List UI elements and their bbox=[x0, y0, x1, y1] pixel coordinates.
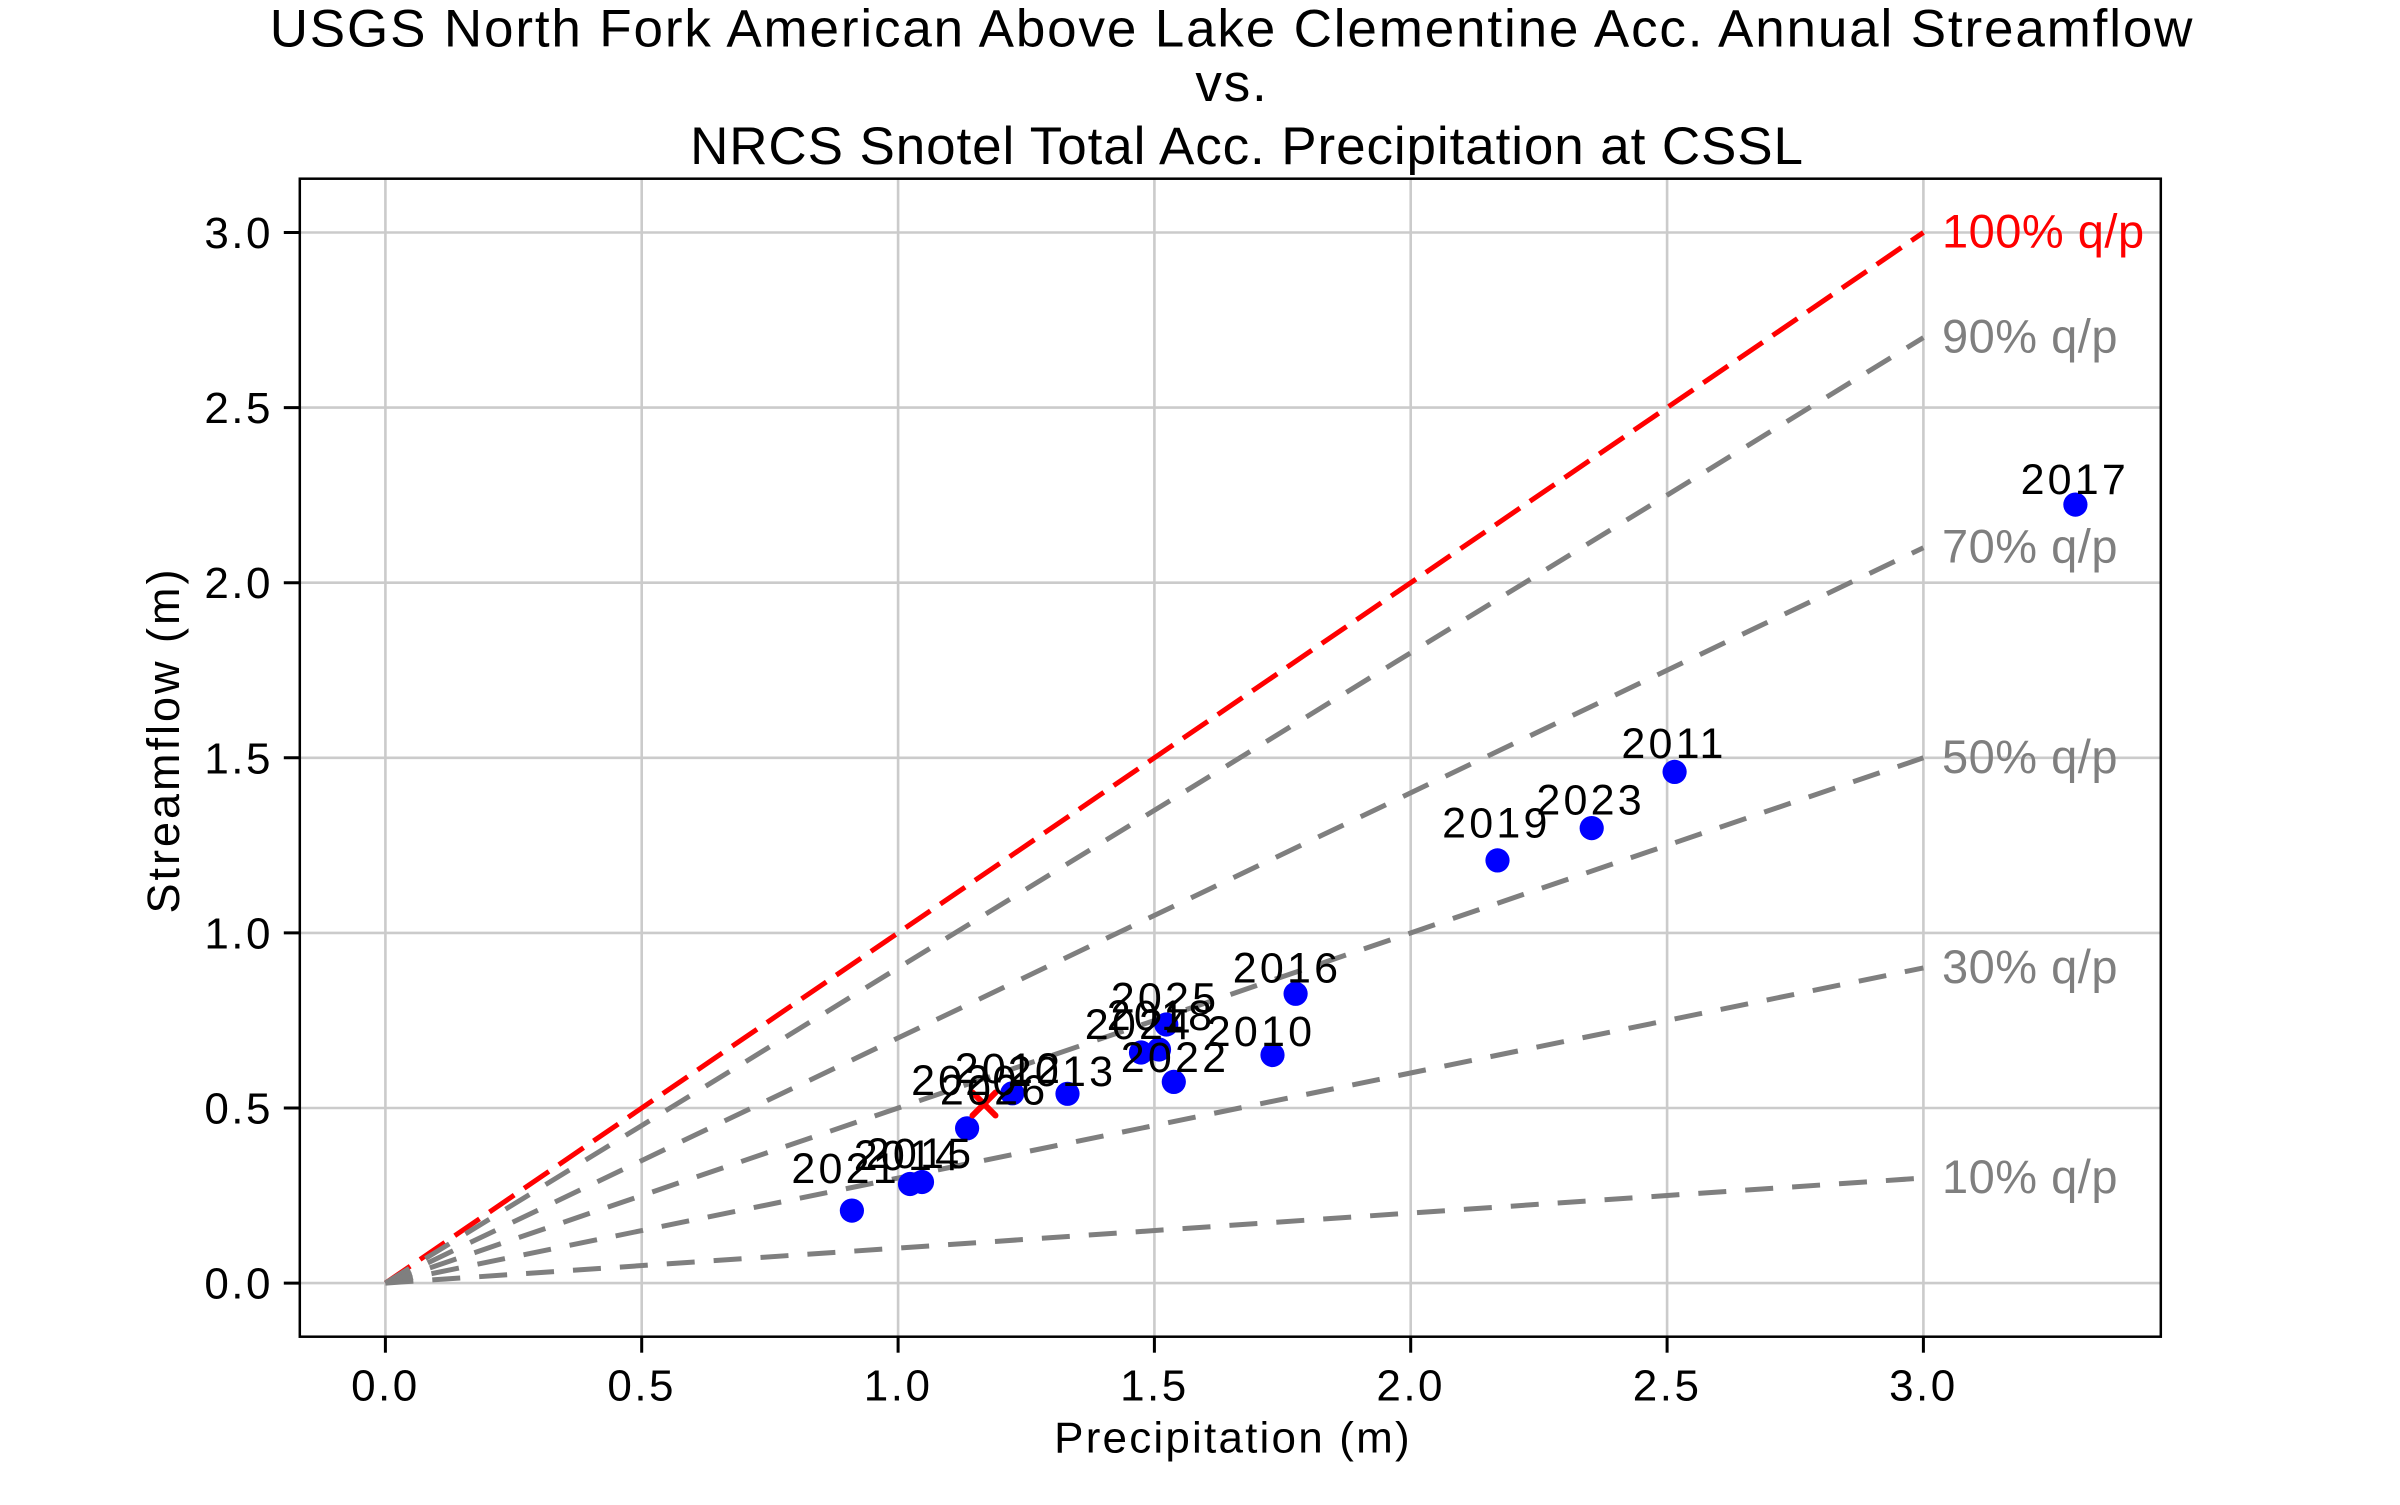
svg-text:100% q/p: 100% q/p bbox=[1942, 205, 2145, 258]
svg-text:0.5: 0.5 bbox=[204, 1085, 273, 1134]
svg-text:2014: 2014 bbox=[854, 1132, 962, 1180]
svg-text:2016: 2016 bbox=[1233, 945, 1341, 993]
svg-text:2010: 2010 bbox=[1207, 1008, 1315, 1056]
svg-text:2013: 2013 bbox=[1008, 1048, 1116, 1096]
svg-text:vs.: vs. bbox=[1195, 54, 1268, 113]
svg-text:2025: 2025 bbox=[1111, 975, 1219, 1023]
svg-text:10% q/p: 10% q/p bbox=[1942, 1150, 2118, 1203]
svg-text:2022: 2022 bbox=[1121, 1034, 1229, 1082]
svg-text:2023: 2023 bbox=[1536, 777, 1644, 825]
svg-text:90% q/p: 90% q/p bbox=[1942, 310, 2118, 363]
svg-text:50% q/p: 50% q/p bbox=[1942, 730, 2118, 783]
svg-text:2012: 2012 bbox=[955, 1045, 1063, 1093]
svg-text:2019: 2019 bbox=[1442, 800, 1550, 848]
svg-text:1.5: 1.5 bbox=[1120, 1362, 1189, 1411]
svg-text:2011: 2011 bbox=[1621, 720, 1726, 768]
svg-text:30% q/p: 30% q/p bbox=[1942, 940, 2118, 993]
svg-text:USGS North Fork American Above: USGS North Fork American Above Lake Clem… bbox=[270, 0, 2195, 58]
svg-text:NRCS Snotel Total Acc. Precipi: NRCS Snotel Total Acc. Precipitation at … bbox=[690, 117, 1804, 176]
svg-text:1.5: 1.5 bbox=[204, 734, 273, 783]
svg-text:1.0: 1.0 bbox=[864, 1362, 933, 1411]
svg-text:0.0: 0.0 bbox=[351, 1362, 420, 1411]
svg-text:2020: 2020 bbox=[911, 1057, 1019, 1105]
svg-text:2021: 2021 bbox=[791, 1145, 899, 1193]
svg-text:2.0: 2.0 bbox=[204, 559, 273, 608]
svg-text:2.0: 2.0 bbox=[1376, 1362, 1445, 1411]
svg-text:2015: 2015 bbox=[866, 1130, 974, 1178]
svg-text:1.0: 1.0 bbox=[204, 909, 273, 958]
svg-text:2.5: 2.5 bbox=[204, 384, 273, 433]
svg-text:2026: 2026 bbox=[940, 1066, 1048, 1114]
svg-text:3.0: 3.0 bbox=[1889, 1362, 1958, 1411]
svg-text:70% q/p: 70% q/p bbox=[1942, 520, 2118, 573]
svg-text:3.0: 3.0 bbox=[204, 209, 273, 258]
svg-text:2018: 2018 bbox=[1107, 992, 1215, 1040]
svg-text:2017: 2017 bbox=[2021, 456, 2129, 504]
svg-text:2024: 2024 bbox=[1085, 1001, 1193, 1049]
svg-text:0.5: 0.5 bbox=[607, 1362, 676, 1411]
svg-text:2.5: 2.5 bbox=[1633, 1362, 1702, 1411]
svg-text:Streamflow (m): Streamflow (m) bbox=[138, 566, 189, 913]
svg-text:Precipitation (m): Precipitation (m) bbox=[1054, 1414, 1412, 1463]
svg-text:0.0: 0.0 bbox=[204, 1260, 273, 1309]
